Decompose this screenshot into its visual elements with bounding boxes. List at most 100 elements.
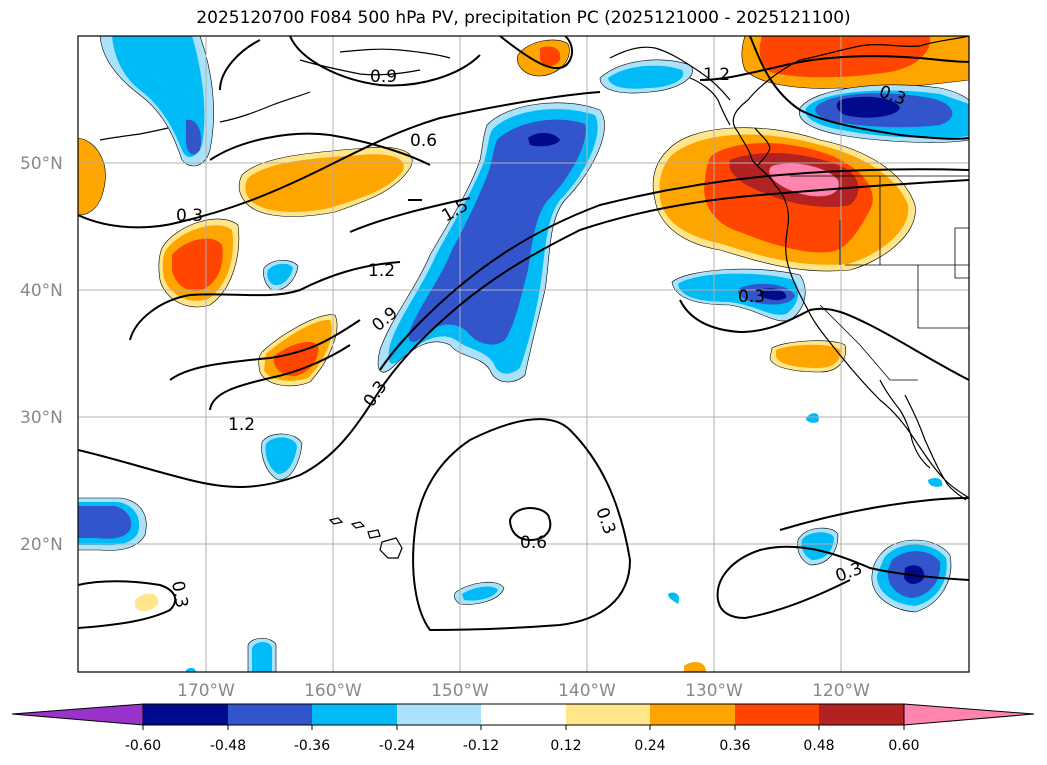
precip-negative-anomaly <box>112 36 205 157</box>
coastline <box>339 48 451 59</box>
colorbar-tick-label: 0.60 <box>888 738 919 754</box>
coastline <box>732 36 969 499</box>
colorbar: -0.60 -0.48 -0.36 -0.24 -0.12 0.12 0.24 … <box>11 703 1035 754</box>
colorbar-segment <box>735 704 819 725</box>
precip-negative-anomaly <box>186 119 202 155</box>
colorbar-ticks <box>142 725 905 730</box>
map-area: 0.9 1.2 0.3 0.6 1.5 1.2 0.9 0.3 1.2 0.3 … <box>77 35 970 673</box>
pv-contour <box>209 132 431 166</box>
colorbar-tick-label: 0.24 <box>634 738 665 754</box>
precip-negative-anomaly <box>528 132 560 147</box>
contour-label: 0.6 <box>520 533 547 553</box>
precip-negative-anomaly <box>267 263 293 286</box>
coastline <box>99 127 169 141</box>
pv-contour <box>508 507 552 542</box>
precip-negative-anomaly <box>186 667 196 672</box>
pv-contour <box>717 579 851 620</box>
lat-label: 50°N <box>20 154 63 174</box>
colorbar-segment <box>819 704 904 725</box>
colorbar-segment <box>143 704 228 725</box>
pv-contour <box>78 179 969 488</box>
contour-label: 1.2 <box>368 261 395 281</box>
pv-contour <box>716 545 969 601</box>
longitude-labels: 170°W 160°W 150°W 140°W 130°W 120°W <box>177 681 870 701</box>
latitude-labels: 50°N 40°N 30°N 20°N <box>20 154 63 555</box>
pv-contour <box>78 580 177 629</box>
colorbar-tick-label: -0.36 <box>294 738 330 754</box>
precip-negative-anomaly <box>608 65 684 89</box>
coastline <box>904 394 967 501</box>
pv-contour <box>499 36 574 70</box>
precip-negative-anomaly <box>836 96 900 118</box>
colorbar-max-extend <box>903 703 1035 726</box>
colorbar-segment <box>650 704 735 725</box>
pv-contour <box>169 319 361 381</box>
lat-label: 30°N <box>20 408 63 428</box>
precip-positive-anomaly <box>135 593 159 612</box>
colorbar-segment <box>481 704 566 725</box>
pv-contour <box>78 91 601 229</box>
pv-contour <box>412 418 632 632</box>
colorbar-tick-label: -0.24 <box>379 738 415 754</box>
colorbar-tick-label: -0.12 <box>463 738 499 754</box>
colorbar-segment <box>228 704 312 725</box>
map-frame <box>77 35 970 673</box>
contour-label: 0.3 <box>167 579 191 609</box>
coastline <box>879 379 931 469</box>
pv-contours <box>78 36 969 632</box>
lon-label: 150°W <box>431 681 489 701</box>
coastlines <box>99 36 969 559</box>
lon-label: 140°W <box>558 681 616 701</box>
colorbar-min-extend <box>11 703 144 726</box>
pv-contour <box>699 55 969 81</box>
colorbar-tick-label: 0.36 <box>719 738 750 754</box>
precip-negative-anomaly <box>252 642 272 672</box>
coastline <box>609 46 731 101</box>
colorbar-tick-label: -0.60 <box>125 738 161 754</box>
lon-label: 120°W <box>812 681 870 701</box>
pv-contour <box>349 197 471 233</box>
lat-label: 40°N <box>20 281 63 301</box>
contour-label: 0.3 <box>176 206 203 226</box>
precip-shading <box>78 36 969 672</box>
precip-positive-anomaly <box>776 344 841 368</box>
pv-contour <box>679 299 969 381</box>
colorbar-segment <box>312 704 397 725</box>
pv-contour <box>219 36 481 91</box>
colorbar-frame <box>142 703 905 726</box>
lon-label: 160°W <box>304 681 362 701</box>
precip-negative-anomaly <box>265 437 297 474</box>
precip-positive-anomaly <box>172 238 223 291</box>
lon-label: 130°W <box>685 681 743 701</box>
pv-contour <box>129 261 401 341</box>
pv-contour <box>779 497 969 531</box>
precip-negative-anomaly <box>78 506 132 539</box>
colorbar-segment <box>566 704 650 725</box>
precip-negative-anomaly <box>928 478 943 487</box>
precip-positive-anomaly <box>540 46 561 66</box>
colorbar-tick-label: -0.48 <box>210 738 246 754</box>
state-border <box>954 227 969 279</box>
precip-negative-anomaly <box>668 592 680 604</box>
pv-contour <box>749 36 969 140</box>
coastline <box>754 127 771 166</box>
precip-positive-anomaly <box>684 662 706 672</box>
contour-label: 1.2 <box>228 415 255 435</box>
map-gridlines <box>78 36 969 672</box>
contour-label: 1.2 <box>703 65 730 85</box>
map-title: 2025120700 F084 500 hPa PV, precipitatio… <box>196 8 851 28</box>
state-border <box>819 220 918 381</box>
pv-contour <box>209 344 351 411</box>
precip-positive-anomaly <box>245 154 404 212</box>
precip-negative-anomaly <box>678 273 799 315</box>
contour-label: 0.3 <box>738 287 765 307</box>
colorbar-tick-label: 0.12 <box>550 738 581 754</box>
coastline <box>689 77 731 126</box>
precip-negative-anomaly <box>760 288 787 301</box>
lat-label: 20°N <box>20 535 63 555</box>
precip-positive-anomaly <box>78 137 106 216</box>
precip-negative-anomaly <box>408 119 586 345</box>
pv-contour <box>379 168 969 371</box>
colorbar-segment <box>397 704 481 725</box>
